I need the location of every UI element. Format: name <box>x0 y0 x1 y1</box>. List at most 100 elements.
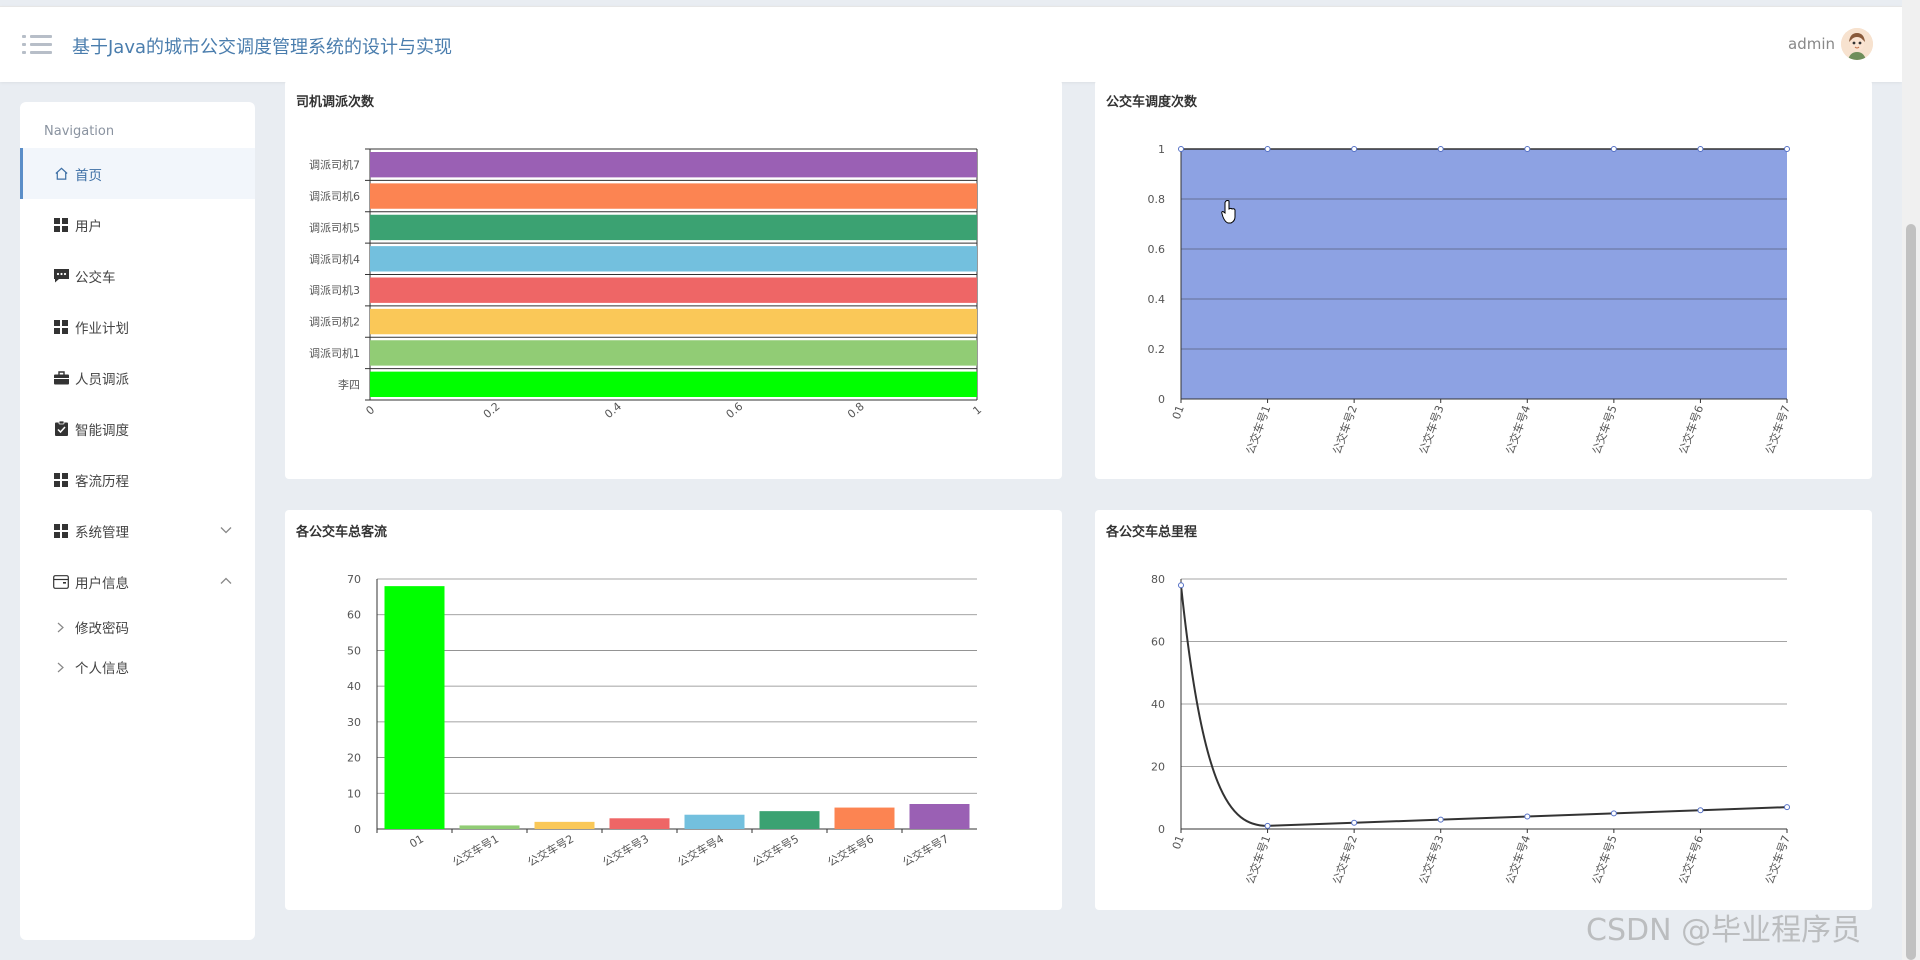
scrollbar-thumb[interactable] <box>1906 224 1916 960</box>
y-tick-label: 1 <box>1158 143 1165 156</box>
sidebar-item-smart-scheduling[interactable]: 智能调度 <box>20 403 255 454</box>
grid-icon <box>53 523 69 539</box>
sidebar-item-user-info[interactable]: 用户信息 <box>20 556 255 607</box>
y-tick-label: 0.6 <box>1148 243 1166 256</box>
menu-toggle-icon[interactable] <box>22 33 52 57</box>
sidebar-item-label: 作业计划 <box>75 320 129 337</box>
submenu-item-change-password[interactable]: 修改密码 <box>20 607 255 647</box>
home-icon <box>53 166 69 182</box>
sidebar-item-dispatch[interactable]: 人员调派 <box>20 352 255 403</box>
x-tick-label: 公交车号4 <box>675 831 726 869</box>
chart-card-mileage: 各公交车总里程 0 20 40 60 80 01 公交车号1 公交车号2 公交车号3 公交车号4 公… <box>1095 510 1872 910</box>
top-bar: 基于Java的城市公交调度管理系统的设计与实现 admin <box>0 6 1902 82</box>
x-tick-label: 公交车号3 <box>1416 833 1447 886</box>
y-tick-label: 0.2 <box>1148 343 1166 356</box>
x-tick-label: 公交车号5 <box>750 831 801 869</box>
y-tick-label: 0 <box>1158 823 1165 836</box>
x-tick-label: 公交车号7 <box>1762 403 1793 456</box>
chart-card-bus-scheduling: 公交车调度次数 0 0.2 0.4 0.6 0.8 1 01 公交车号1 公交车号2 公交车号3 公… <box>1095 80 1872 479</box>
sidebar-item-passenger-flow[interactable]: 客流历程 <box>20 454 255 505</box>
grid-icon <box>53 319 69 335</box>
y-tick-label: 20 <box>1151 761 1165 774</box>
data-point <box>1697 807 1704 814</box>
wallet-icon <box>53 574 69 590</box>
y-tick-label: 0 <box>354 823 361 836</box>
y-tick-label: 0 <box>1158 393 1165 406</box>
hand-cursor-icon <box>1221 200 1237 224</box>
bar <box>534 821 595 829</box>
grid-icon <box>53 217 69 233</box>
bar <box>834 807 895 829</box>
y-tick-label: 30 <box>347 716 361 729</box>
data-point <box>1437 146 1444 152</box>
sidebar-item-label: 用户 <box>75 218 102 235</box>
watermark: CSDN @毕业程序员 <box>1586 913 1862 948</box>
chart-title: 各公交车总里程 <box>1106 525 1198 540</box>
data-point <box>1178 582 1184 589</box>
x-tick-label: 公交车号5 <box>1589 833 1620 886</box>
sidebar-item-label: 智能调度 <box>75 422 129 439</box>
bar <box>370 183 977 209</box>
x-tick-label: 公交车号6 <box>1676 833 1707 886</box>
x-tick-label: 公交车号1 <box>450 831 501 869</box>
data-point <box>1351 146 1358 152</box>
data-point <box>1610 810 1617 817</box>
x-tick-label: 公交车号5 <box>1589 403 1620 456</box>
nav-title: Navigation <box>44 124 115 139</box>
data-point <box>1351 819 1358 826</box>
bar <box>384 586 445 829</box>
nav-list: 首页 用户 公交车 作业计划 人员调派 <box>20 148 255 687</box>
sidebar-item-system-management[interactable]: 系统管理 <box>20 505 255 556</box>
y-tick-label: 40 <box>347 680 361 693</box>
briefcase-icon <box>53 370 69 386</box>
bar <box>370 246 977 272</box>
chart-svg: 0 0.2 0.4 0.6 0.8 1 01 公交车号1 公交车号2 公交车号3 公交车号4 公交车号… <box>1148 143 1793 456</box>
data-point <box>1264 146 1271 152</box>
bar <box>370 371 977 397</box>
chart-title: 公交车调度次数 <box>1106 95 1198 110</box>
bar <box>909 804 970 829</box>
chevron-up-icon[interactable] <box>219 574 233 588</box>
chart-card-driver-dispatch: 司机调派次数 李四 调派司机1 调派司机2 调派司机3 调派司机4 调派司机5 调派司机6 调… <box>285 80 1062 479</box>
sidebar-item-label: 客流历程 <box>75 473 129 490</box>
x-tick-label: 公交车号7 <box>900 831 951 869</box>
x-tick-label: 01 <box>1170 404 1187 422</box>
data-point <box>1697 146 1704 152</box>
x-tick-label: 0 <box>363 403 377 417</box>
chart-svg: 李四 调派司机1 调派司机2 调派司机3 调派司机4 调派司机5 调派司机6 调派司机7 0 0.… <box>309 148 984 421</box>
sidebar-item-bus[interactable]: 公交车 <box>20 250 255 301</box>
x-tick-label: 公交车号2 <box>525 831 576 869</box>
y-tick-label: 调派司机6 <box>309 189 360 203</box>
bar <box>684 814 745 829</box>
y-tick-label: 调派司机1 <box>309 346 360 360</box>
data-point <box>1784 804 1790 811</box>
y-tick-label: 80 <box>1151 573 1165 586</box>
sidebar-item-label: 用户信息 <box>75 575 129 592</box>
data-point <box>1524 146 1531 152</box>
submenu-item-personal-info[interactable]: 个人信息 <box>20 647 255 687</box>
chart-svg: 0 10 20 30 40 50 60 70 01 公交车号1 公交车号2 公交车号3 公交车号4 公交车… <box>347 573 977 869</box>
chevron-down-icon[interactable] <box>219 523 233 537</box>
x-tick-label: 0.6 <box>724 400 746 421</box>
sidebar-item-users[interactable]: 用户 <box>20 199 255 250</box>
y-tick-label: 60 <box>1151 636 1165 649</box>
x-tick-label: 公交车号3 <box>600 831 651 869</box>
y-tick-label: 50 <box>347 644 361 657</box>
sidebar-item-work-plan[interactable]: 作业计划 <box>20 301 255 352</box>
comment-icon <box>53 268 69 284</box>
x-tick-label: 01 <box>407 832 426 850</box>
x-tick-label: 0.8 <box>845 400 867 421</box>
submenu-item-label: 修改密码 <box>75 621 129 637</box>
y-tick-label: 70 <box>347 573 361 586</box>
x-tick-label: 公交车号6 <box>1676 403 1707 456</box>
sidebar-item-home[interactable]: 首页 <box>20 148 255 199</box>
avatar[interactable] <box>1841 28 1873 60</box>
sidebar-item-label: 公交车 <box>75 269 116 286</box>
username[interactable]: admin <box>1788 35 1835 53</box>
bar <box>370 340 977 366</box>
bar <box>370 308 977 335</box>
chart-title: 各公交车总客流 <box>296 525 388 540</box>
y-tick-label: 0.4 <box>1148 293 1166 306</box>
x-tick-label: 0.2 <box>481 400 503 421</box>
x-tick-label: 公交车号4 <box>1503 833 1534 886</box>
